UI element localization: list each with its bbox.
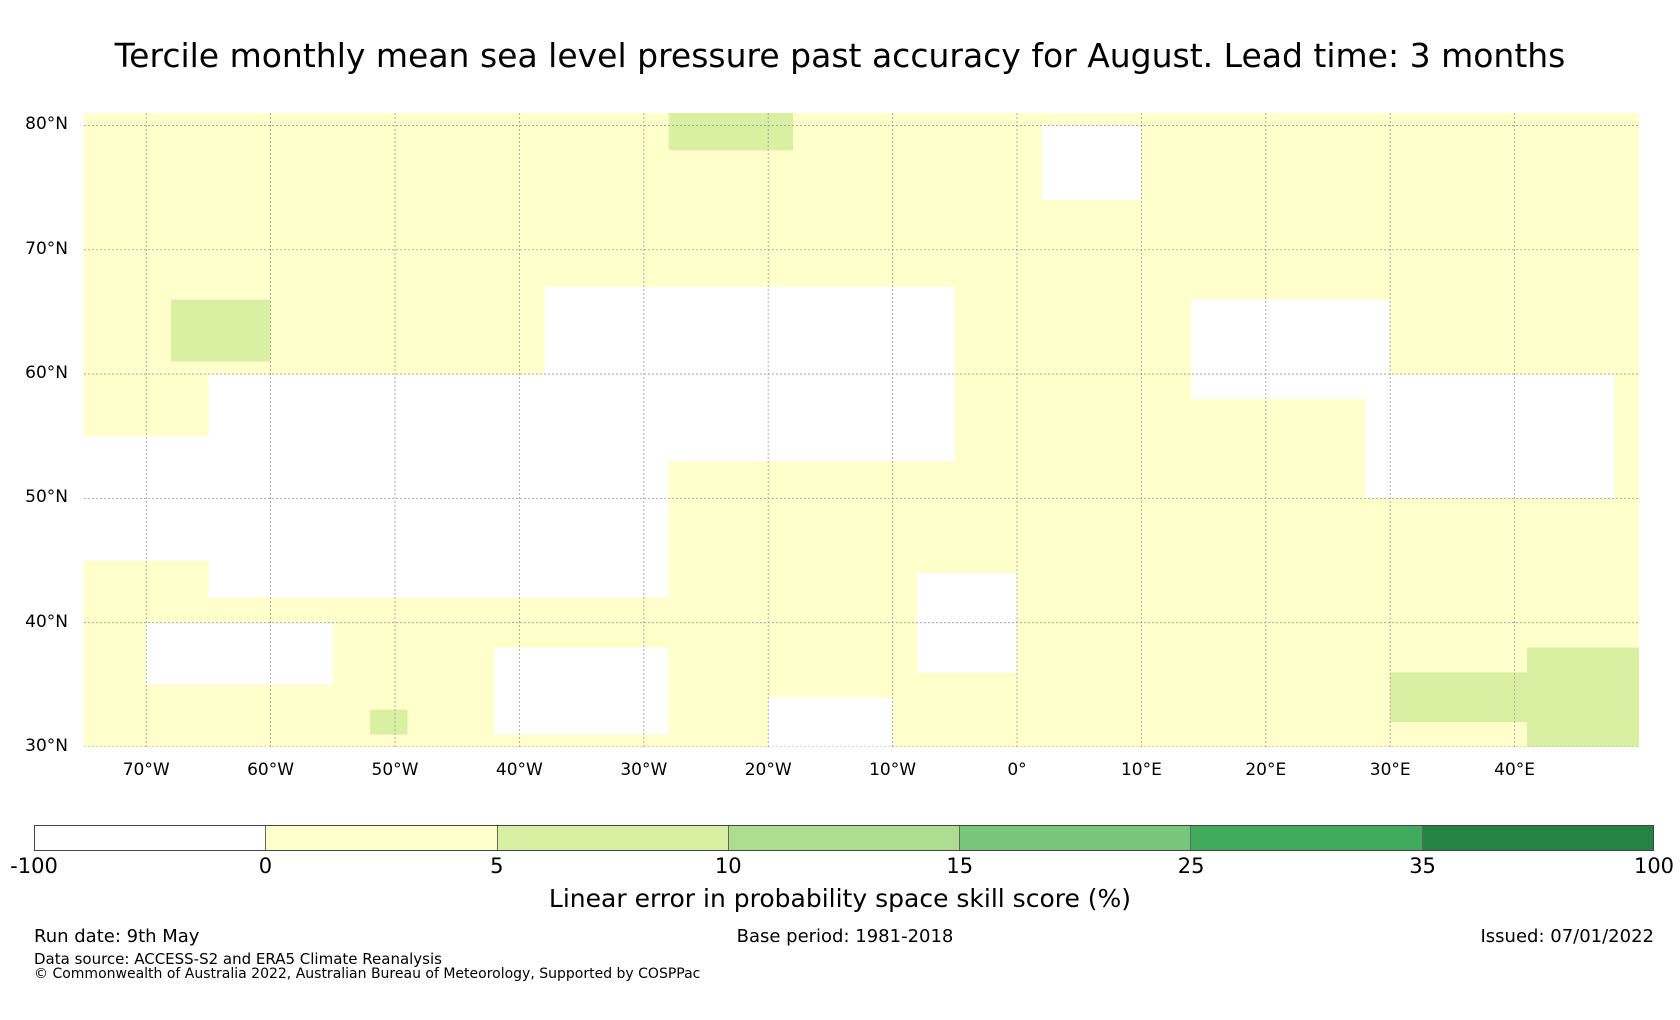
colorbar-tick-label: 35 [1409,854,1436,878]
skill-map [84,113,1639,747]
colorbar-tick-label: 25 [1177,854,1205,878]
skill-map-canvas [84,113,1639,747]
skill-region-15 [768,697,893,747]
skill-region-13 [1041,125,1142,201]
lon-tick-label: 20°E [1245,760,1287,780]
skill-region-3 [370,709,408,735]
colorbar-tick-label: 10 [714,854,742,878]
lon-tick-label: 10°W [869,760,917,780]
lon-tick-label: 30°E [1369,760,1411,780]
colorbar-tick-label: 100 [1633,854,1675,878]
colorbar-bin [960,826,1192,850]
skill-region-12 [1365,374,1615,499]
colorbar-bin [728,826,961,850]
lat-tick-label: 80°N [25,114,68,135]
data-source: Data source: ACCESS-S2 and ERA5 Climate … [34,950,442,968]
colorbar-bin [35,826,267,850]
lon-tick-label: 20°W [744,760,792,780]
skill-region-5 [1527,647,1639,747]
lat-tick-label: 30°N [25,736,68,756]
colorbar-bin [1191,826,1423,850]
colorbar-bin [266,826,498,850]
skill-region-9 [494,647,669,735]
lon-tick-label: 10°E [1120,760,1162,780]
skill-region-10 [146,622,333,685]
base-period: Base period: 1981-2018 [736,926,954,947]
lon-tick-label: 30°W [620,760,668,780]
chart-title: Tercile monthly mean sea level pressure … [114,36,1566,75]
lon-tick-label: 40°E [1494,760,1536,780]
colorbar-tick-label: 15 [946,854,974,878]
skill-region-8 [84,436,234,561]
colorbar-bin [1422,826,1653,850]
skill-region-1 [171,299,271,362]
lat-tick-label: 40°N [25,611,68,632]
skill-region-11 [1191,299,1391,399]
lat-tick-label: 50°N [25,487,68,508]
colorbar-label: Linear error in probability space skill … [548,884,1132,913]
skill-region-4 [1390,672,1528,723]
lat-tick-label: 70°N [25,238,68,259]
colorbar-tick-label: 0 [258,854,273,878]
colorbar-tick-label: 5 [490,854,504,878]
lon-tick-label: 50°W [371,760,419,780]
colorbar-tick-label: -100 [10,854,58,878]
run-date: Run date: 9th May [34,926,200,947]
lon-tick-label: 70°W [122,760,170,780]
copyright-notice: © Commonwealth of Australia 2022, Austra… [34,966,701,982]
lon-tick-label: 40°W [495,760,543,780]
skill-region-2 [668,113,794,151]
issued-date: Issued: 07/01/2022 [1480,926,1654,947]
lon-tick-label: 0° [1007,760,1027,780]
colorbar-bin [497,826,729,850]
lat-tick-label: 60°N [25,363,68,384]
lon-tick-label: 60°W [247,760,295,780]
colorbar [34,825,1654,851]
